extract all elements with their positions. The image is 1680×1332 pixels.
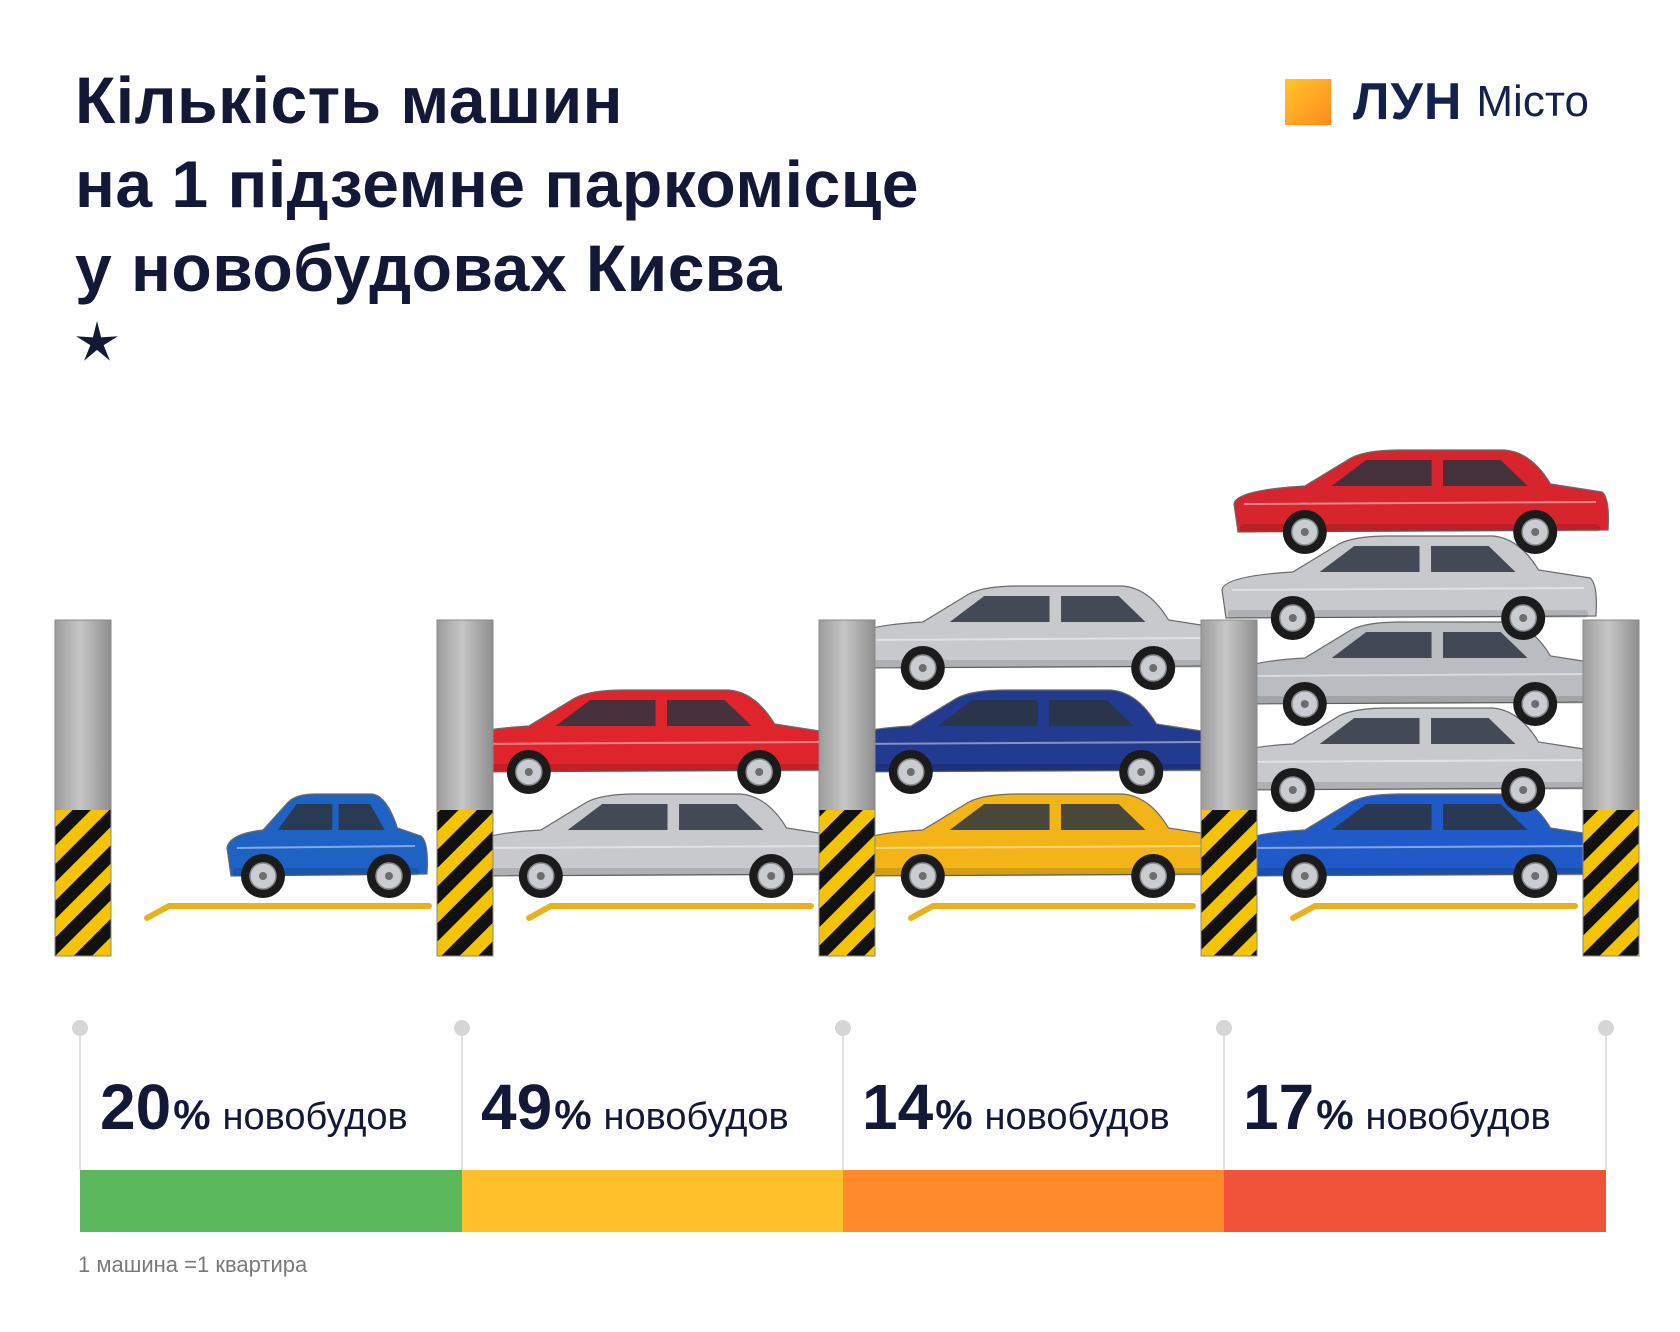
value-number: 14 (862, 1071, 934, 1143)
title-line-1: Кількість машин (75, 63, 624, 137)
parking-line (144, 903, 432, 921)
car-icon (1221, 535, 1597, 640)
pillar (818, 619, 876, 957)
value-word: новобудов (603, 1096, 789, 1138)
pillar (1200, 619, 1258, 957)
timeline-dot (454, 1020, 470, 1036)
pillar (436, 619, 494, 957)
logo: ЛУН Місто (1285, 74, 1589, 130)
value-number: 17 (1243, 1071, 1315, 1143)
percent-sign: % (935, 1091, 973, 1138)
pillar (54, 619, 112, 957)
timeline (72, 1020, 1614, 1170)
value-word: новобудов (222, 1096, 408, 1138)
timeline-dot (835, 1020, 851, 1036)
car-icon (1233, 793, 1609, 898)
value-number: 49 (481, 1071, 553, 1143)
bar-segment (462, 1170, 843, 1232)
value-word: новобудов (1365, 1096, 1551, 1138)
value-label-2: 49 % новобудов (481, 1070, 789, 1144)
logo-square-icon (1285, 79, 1331, 125)
value-word: новобудов (984, 1096, 1170, 1138)
percent-sign: % (173, 1091, 211, 1138)
car-icon (226, 793, 428, 898)
percent-sign: % (554, 1091, 592, 1138)
bar-segment (843, 1170, 1224, 1232)
cars-layer (226, 449, 1609, 898)
value-label-4: 17 % новобудов (1243, 1070, 1551, 1144)
car-icon (1221, 707, 1597, 812)
bar-segment (1224, 1170, 1606, 1232)
bars (80, 1170, 1606, 1232)
timeline-dot (1216, 1020, 1232, 1036)
chart-title: Кількість машин на 1 підземне паркомісце… (75, 58, 919, 310)
percent-sign: % (1316, 1091, 1354, 1138)
parking-scene (54, 449, 1640, 1232)
title-line-3: у новобудовах Києва (75, 231, 783, 305)
value-label-1: 20 % новобудов (100, 1070, 408, 1144)
timeline-dot (1598, 1020, 1614, 1036)
value-number: 20 (100, 1071, 172, 1143)
value-label-3: 14 % новобудов (862, 1070, 1170, 1144)
car-icon (1233, 621, 1609, 726)
logo-sub: Місто (1476, 77, 1589, 126)
car-icon (851, 793, 1227, 898)
parking-line (1290, 903, 1578, 921)
timeline-dot (72, 1020, 88, 1036)
logo-brand: ЛУН (1353, 73, 1463, 131)
car-icon (1233, 449, 1609, 554)
pillars (54, 619, 1640, 957)
pillar (1582, 619, 1640, 957)
parking-line (908, 903, 1196, 921)
car-icon (469, 793, 845, 898)
car-icon (457, 689, 833, 794)
asterisk-icon (72, 318, 122, 373)
car-icon (851, 585, 1227, 690)
bar-segment (80, 1170, 462, 1232)
parking-line (526, 903, 814, 921)
car-icon (839, 689, 1215, 794)
footnote: 1 машина =1 квартира (78, 1252, 308, 1277)
floor-markings (144, 903, 1578, 921)
title-line-2: на 1 підземне паркомісце (75, 147, 919, 221)
